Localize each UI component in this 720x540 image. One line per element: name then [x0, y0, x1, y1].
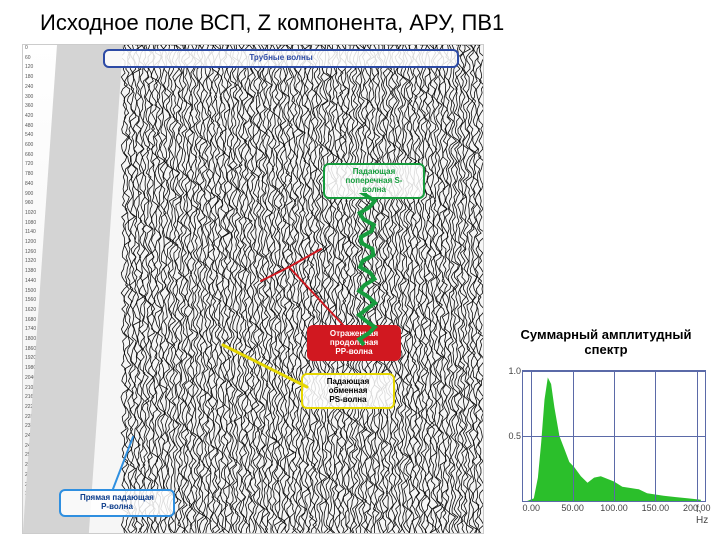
spectrum-plot: 0.0050.00100.00150.00200.000.51.0 — [522, 370, 706, 502]
annotation-p-wave: Прямая падающаяР-волна — [59, 489, 175, 517]
spectrum-xtick: 100.00 — [600, 503, 628, 513]
seismic-section: 0601201802403003604204805406006607207808… — [22, 44, 484, 534]
annotation-s-wave: Падающаяпоперечная S-волна — [323, 163, 425, 199]
page-title: Исходное поле ВСП, Z компонента, АРУ, ПВ… — [40, 10, 504, 36]
spectrum-xtick: 150.00 — [642, 503, 670, 513]
annotation-tube-waves: Трубные волны — [103, 49, 459, 68]
spectrum-xlabel: f, Hz — [696, 504, 708, 526]
spectrum-panel: Суммарный амплитудный спектр 0.0050.0010… — [504, 362, 708, 526]
spectrum-ytick: 0.5 — [508, 431, 521, 441]
annotation-pp-wave: ОтраженнаяпродольнаяРР-волна — [307, 325, 401, 361]
spectrum-title: Суммарный амплитудный спектр — [504, 328, 708, 358]
annotation-ps-wave: ПадающаяобменнаяРS-волна — [301, 373, 395, 409]
spectrum-ytick: 1.0 — [508, 366, 521, 376]
spectrum-xtick: 0.00 — [523, 503, 541, 513]
spectrum-xtick: 50.00 — [561, 503, 584, 513]
